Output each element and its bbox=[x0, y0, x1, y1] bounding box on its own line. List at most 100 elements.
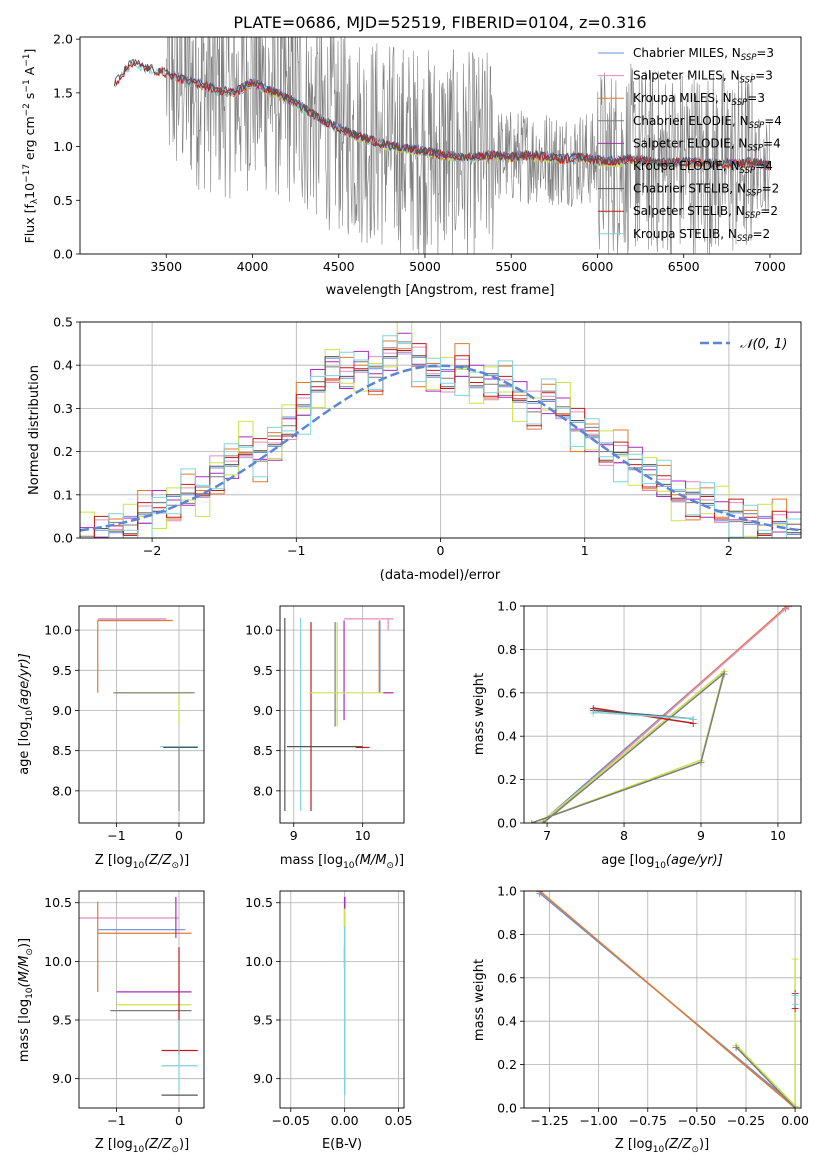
weight-marker: + bbox=[790, 998, 799, 1011]
x-tick-label: 9 bbox=[697, 828, 705, 843]
y-tick-label: 0.4 bbox=[53, 358, 73, 373]
axes-frame bbox=[279, 890, 405, 1109]
plot-area bbox=[114, 37, 771, 254]
weight-marker: + bbox=[784, 600, 793, 613]
y-tick-label: 10.0 bbox=[245, 954, 273, 969]
x-axis-label: age [log10(age/yr)] bbox=[601, 853, 723, 871]
x-tick-label: −0.25 bbox=[727, 1113, 765, 1128]
y-tick-label: 9.0 bbox=[52, 703, 72, 718]
legend-label: 𝒩(0, 1) bbox=[740, 337, 787, 352]
x-axis-label: Z [log10(Z/Z⊙)] bbox=[95, 853, 189, 871]
weight-marker: + bbox=[790, 1002, 799, 1015]
x-tick-label: 0.00 bbox=[781, 1113, 809, 1128]
plot-area: +++++++++++++ bbox=[535, 891, 800, 1115]
weight-marker: + bbox=[589, 704, 598, 717]
x-tick-label: −2 bbox=[143, 543, 161, 558]
panel-spectrum: 3500 4000 4500 5000 5500 6000 6500 7000 0.0 0.5 1.… bbox=[22, 32, 802, 298]
y-axis-label: mass weight bbox=[472, 673, 487, 755]
axes-frame bbox=[523, 605, 802, 824]
weight-marker: + bbox=[790, 989, 799, 1002]
weight-line-chabrier-elodie bbox=[735, 1046, 796, 1108]
x-tick-label: −1 bbox=[107, 828, 125, 843]
y-tick-label: 9.0 bbox=[52, 1071, 72, 1086]
y-axis-label: mass [log10(M/M⊙)] bbox=[17, 938, 35, 1062]
plot-area bbox=[79, 896, 198, 1096]
x-axis-label: wavelength [Angstrom, rest frame] bbox=[326, 283, 555, 298]
panel-weight-vs-z: +++++++++++++−1.25 −1.00 −0.75 −0.50 −0.25 0.… bbox=[472, 884, 809, 1156]
panel-mass-vs-z: −1 0 9.0 9.5 10.0 10.5 Z [log10(Z/Z⊙)] mass [lo… bbox=[17, 890, 205, 1155]
y-tick-label: 0.2 bbox=[497, 1057, 517, 1072]
y-tick-label: 1.0 bbox=[497, 884, 517, 899]
y-tick-label: 0.4 bbox=[497, 1014, 517, 1029]
weight-marker: + bbox=[781, 602, 790, 615]
x-tick-label: 10 bbox=[355, 828, 371, 843]
x-tick-label: 10 bbox=[770, 828, 786, 843]
weight-marker: + bbox=[790, 952, 799, 965]
x-axis-label: Z [log10(Z/Z⊙)] bbox=[615, 1137, 709, 1155]
axes-frame bbox=[79, 36, 802, 255]
weight-marker: + bbox=[790, 1100, 799, 1113]
weight-marker: + bbox=[589, 702, 598, 715]
y-tick-label: 0.1 bbox=[53, 487, 73, 502]
panel-weight-vs-age: ++++++++++++++++++++7 8 9 10 0.0 0.2 0.4 0.6 0.8… bbox=[472, 599, 802, 871]
x-tick-label: 0.00 bbox=[331, 1113, 359, 1128]
y-tick-label: 0.8 bbox=[497, 927, 517, 942]
x-tick-label: 9 bbox=[290, 828, 298, 843]
y-tick-label: 8.0 bbox=[52, 783, 72, 798]
legend-label: Kroupa MILES, NSSP=3 bbox=[633, 91, 765, 108]
y-tick-label: 0.0 bbox=[53, 247, 73, 262]
x-tick-label: −0.50 bbox=[678, 1113, 716, 1128]
plot-area bbox=[97, 618, 198, 811]
axes-frame bbox=[279, 605, 405, 824]
y-tick-label: 9.5 bbox=[253, 1013, 273, 1028]
axes-frame bbox=[78, 605, 205, 824]
x-tick-label: −1.00 bbox=[579, 1113, 617, 1128]
x-axis-label: (data-model)/error bbox=[380, 568, 501, 583]
x-tick-label: −0.75 bbox=[629, 1113, 667, 1128]
x-tick-label: 5500 bbox=[495, 259, 527, 274]
x-tick-label: −1.25 bbox=[530, 1113, 568, 1128]
y-tick-label: 0.0 bbox=[497, 1101, 517, 1116]
y-tick-label: 0.0 bbox=[497, 816, 517, 831]
y-tick-label: 8.5 bbox=[253, 743, 273, 758]
y-tick-label: 1.5 bbox=[53, 85, 73, 100]
y-tick-label: 0.8 bbox=[497, 642, 517, 657]
y-axis-label: Flux [fλ10−17 erg cm−2 s−1 A−1] bbox=[22, 49, 40, 244]
y-tick-label: 0.6 bbox=[497, 685, 517, 700]
x-tick-label: 4000 bbox=[237, 259, 269, 274]
x-tick-label: −1 bbox=[287, 543, 305, 558]
x-tick-label: 2 bbox=[725, 543, 733, 558]
panel-residuals: −2 −1 0 1 2 0.0 0.1 0.2 0.3 0.4 0.5 𝒩(0, 1) (data-mo… bbox=[27, 315, 802, 583]
weight-line-kroupa-stelib bbox=[593, 711, 694, 720]
axes-frame bbox=[523, 890, 802, 1109]
y-tick-label: 0.0 bbox=[53, 531, 73, 546]
y-tick-label: 9.0 bbox=[253, 1071, 273, 1086]
weight-marker: + bbox=[689, 717, 698, 730]
weight-marker: + bbox=[790, 1102, 799, 1115]
weight-line-kroupa-miles bbox=[539, 891, 796, 1108]
y-tick-label: 1.0 bbox=[497, 599, 517, 614]
panel-age-vs-mass: 9 10 8.0 8.5 9.0 9.5 10.0 mass [log10(M/M⊙)] bbox=[245, 605, 405, 871]
x-tick-label: 6000 bbox=[582, 259, 614, 274]
x-axis-label: Z [log10(Z/Z⊙)] bbox=[95, 1137, 189, 1155]
y-tick-label: 0.6 bbox=[497, 970, 517, 985]
weight-marker: + bbox=[732, 1041, 741, 1054]
axes-frame bbox=[78, 890, 205, 1109]
y-tick-label: 2.0 bbox=[53, 32, 73, 47]
legend-label: Chabrier STELIB, NSSP=2 bbox=[633, 182, 779, 199]
legend-label: Kroupa STELIB, NSSP=2 bbox=[633, 227, 770, 244]
weight-marker: + bbox=[589, 706, 598, 719]
x-axis-label: E(B-V) bbox=[322, 1137, 362, 1152]
x-tick-label: 3500 bbox=[150, 259, 182, 274]
x-tick-label: 0 bbox=[175, 828, 183, 843]
model-spectrum-chabrier-stelib bbox=[114, 58, 771, 170]
weight-marker: + bbox=[719, 665, 728, 678]
x-tick-label: −1 bbox=[107, 1113, 125, 1128]
legend: Chabrier MILES, NSSP=3 Salpeter MILES, NS… bbox=[598, 46, 782, 244]
y-axis-label: Normed distribution bbox=[27, 365, 42, 495]
panel-age-vs-z: −1 0 8.0 8.5 9.0 9.5 10.0 Z [log10(Z/Z⊙)] age [l… bbox=[17, 605, 205, 871]
y-tick-label: 10.0 bbox=[245, 623, 273, 638]
y-tick-label: 10.5 bbox=[245, 895, 273, 910]
legend-label: Chabrier MILES, NSSP=3 bbox=[633, 46, 774, 63]
